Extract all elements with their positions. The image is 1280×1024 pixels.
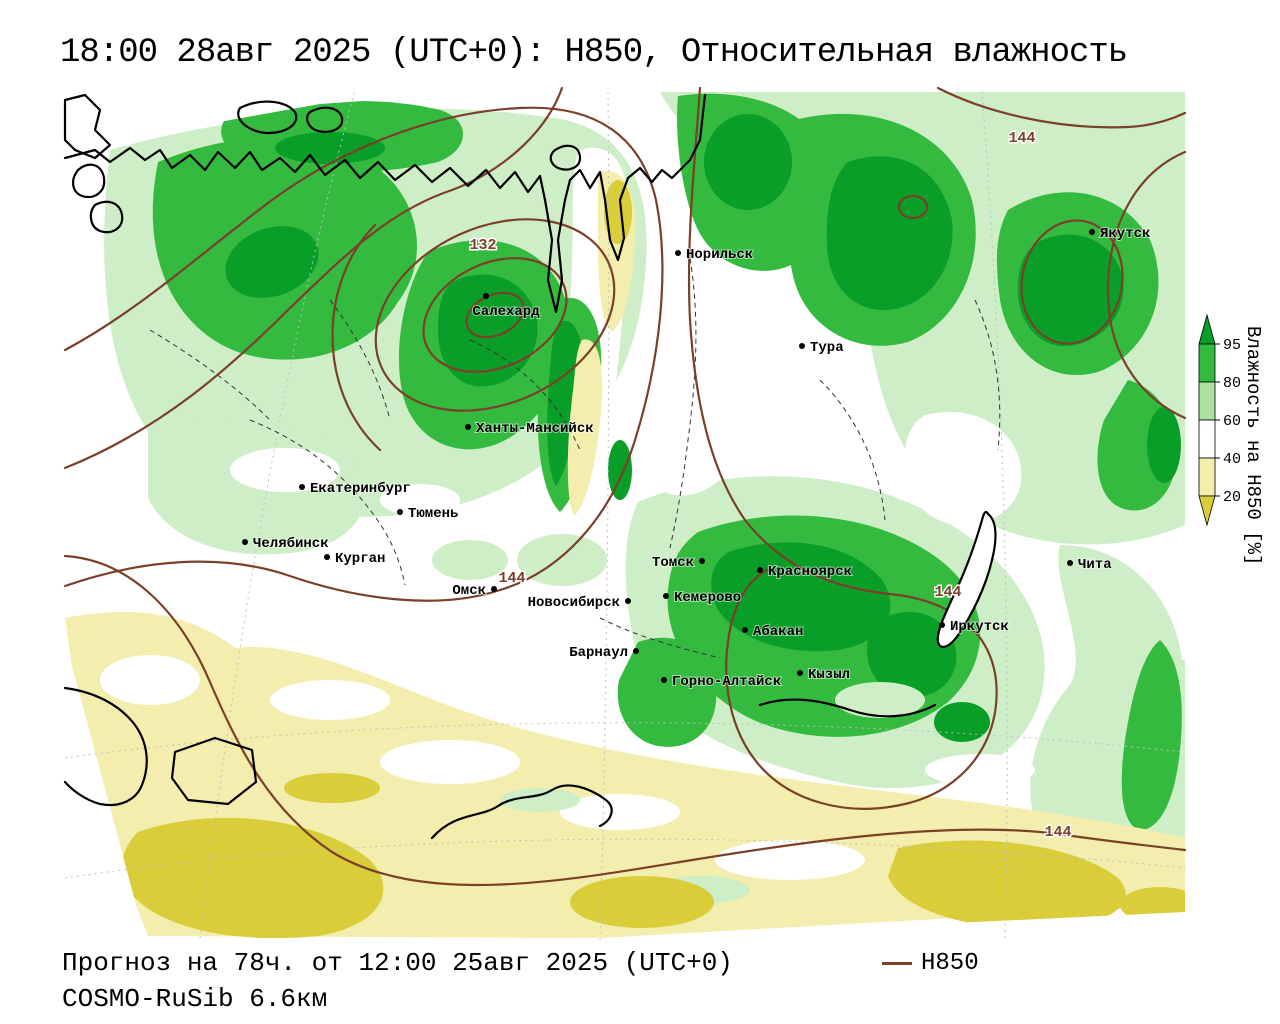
graticule	[64, 89, 1186, 941]
h850-legend: H850	[882, 950, 979, 977]
coastline-layer	[63, 93, 997, 840]
city-label: Томск	[652, 555, 694, 571]
isoline-layer	[63, 86, 1187, 887]
city: Тюмень	[397, 505, 459, 523]
city-marker	[397, 509, 403, 515]
city: Кызыл	[797, 666, 851, 684]
h850-legend-label: H850	[921, 950, 979, 977]
city-label: Салехард	[472, 304, 540, 320]
city-label: Тюмень	[408, 506, 458, 522]
city: Норильск	[675, 246, 754, 264]
colorbar-seg-20-40	[1198, 457, 1216, 497]
colorbar-seg-60-80	[1198, 381, 1216, 421]
city-label: Курган	[335, 551, 385, 567]
city-marker	[799, 343, 805, 349]
colorbar-seg-40-60	[1198, 419, 1216, 459]
city: Абакан	[742, 623, 804, 641]
city-marker	[625, 598, 631, 604]
city-marker	[465, 424, 471, 430]
city: Красноярск	[757, 563, 853, 581]
isoline-value-label: 132	[469, 237, 496, 254]
colorbar-arrow-top	[1198, 313, 1216, 345]
city-label: Ханты-Мансийск	[476, 421, 594, 437]
city: Новосибирск	[527, 594, 631, 612]
city-label: Барнаул	[569, 645, 628, 661]
city-marker	[1067, 560, 1073, 566]
colorbar-tick-label: 60	[1223, 413, 1241, 430]
city-label: Горно-Алтайск	[672, 674, 781, 690]
isoline-value-label: 144	[498, 570, 525, 587]
map-title: 18:00 28авг 2025 (UTC+0): H850, Относите…	[60, 34, 1128, 72]
city-label: Красноярск	[768, 564, 852, 580]
city-layer: Норильск Якутск Салехард Тура Ханты-Мансийск…	[242, 225, 1151, 691]
city-marker	[633, 648, 639, 654]
city-label: Якутск	[1100, 226, 1150, 242]
colorbar-ticks: 95 80 60 40 20	[1215, 337, 1241, 506]
city: Чита	[1067, 556, 1113, 574]
city: Курган	[324, 550, 386, 568]
city-label: Кызыл	[808, 667, 850, 683]
city: Омск	[451, 582, 497, 600]
city: Тура	[799, 339, 845, 357]
colorbar-arrow-bottom	[1198, 495, 1216, 527]
city: Горно-Алтайск	[661, 673, 782, 691]
city-marker	[661, 677, 667, 683]
colorbar-seg-80-95	[1198, 343, 1216, 383]
admin-borders	[149, 257, 1001, 659]
city-label: Тура	[810, 340, 844, 356]
city-label: Кемерово	[674, 590, 741, 606]
city: Челябинск	[242, 535, 330, 553]
city-label: Чита	[1078, 557, 1112, 573]
colorbar-tick-label: 95	[1223, 337, 1241, 354]
city: Барнаул	[568, 644, 639, 662]
city-marker	[797, 670, 803, 676]
city-label: Новосибирск	[528, 595, 620, 611]
city-marker	[757, 567, 763, 573]
city-marker	[299, 484, 305, 490]
isoline-value-label: 144	[934, 584, 961, 601]
city-marker	[324, 554, 330, 560]
city: Томск	[651, 554, 705, 572]
isoline-label-layer: 144 132 144 144 144	[468, 129, 1073, 843]
city-label: Екатеринбург	[310, 481, 411, 497]
colorbar-axis-label: Влажность на H850 [%]	[1242, 326, 1264, 566]
humidity-colorbar: 95 80 60 40 20	[1198, 313, 1241, 527]
city: Салехард	[471, 293, 541, 321]
city-label: Омск	[452, 583, 486, 599]
city-marker	[242, 539, 248, 545]
humidity-shading	[65, 88, 1185, 940]
colorbar-tick-label: 20	[1223, 489, 1241, 506]
city: Кемерово	[663, 589, 742, 607]
city-label: Челябинск	[253, 536, 329, 552]
city-marker	[939, 622, 945, 628]
city-marker	[742, 627, 748, 633]
colorbar-tick-label: 80	[1223, 375, 1241, 392]
city-label: Абакан	[753, 624, 803, 640]
city: Екатеринбург	[299, 480, 412, 498]
colorbar-tick-label: 40	[1223, 451, 1241, 468]
city: Иркутск	[939, 618, 1010, 636]
city: Якутск	[1089, 225, 1151, 243]
city: Ханты-Мансийск	[465, 420, 595, 438]
city-marker	[483, 293, 489, 299]
isoline-value-label: 144	[1008, 130, 1035, 147]
isoline-value-label: 144	[1044, 824, 1071, 841]
model-info: COSMO-RuSib 6.6км	[62, 984, 328, 1014]
city-marker	[699, 558, 705, 564]
city-label: Иркутск	[950, 619, 1009, 635]
city-marker	[663, 593, 669, 599]
city-marker	[675, 250, 681, 256]
forecast-info: Прогноз на 78ч. от 12:00 25авг 2025 (UTC…	[62, 948, 733, 978]
city-label: Норильск	[686, 247, 753, 263]
city-marker	[1089, 229, 1095, 235]
h850-legend-line-sample	[882, 962, 912, 965]
city-marker	[491, 586, 497, 592]
